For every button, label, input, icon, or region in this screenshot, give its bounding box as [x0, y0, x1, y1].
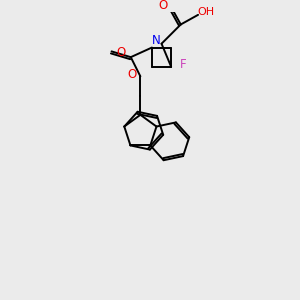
Text: O: O — [159, 0, 168, 12]
Text: O: O — [116, 46, 126, 59]
Text: F: F — [180, 58, 187, 71]
Text: O: O — [127, 68, 136, 81]
Text: N: N — [152, 34, 161, 47]
Text: OH: OH — [197, 7, 214, 17]
